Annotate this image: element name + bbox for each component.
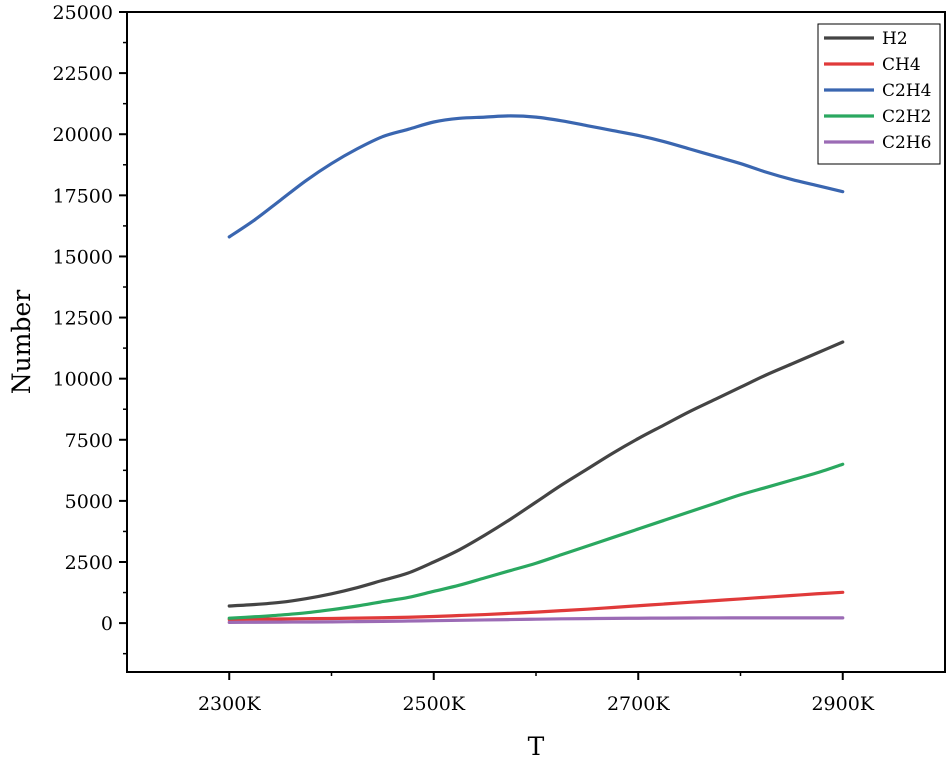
series-line-c2h6 [227,616,845,624]
series-line-c2h2 [227,462,845,620]
y-tick-label: 5000 [65,491,113,513]
legend-label-h2: H2 [882,29,908,49]
series-layer [227,114,845,624]
y-tick-label: 22500 [53,63,113,85]
x-tick-label: 2700K [607,693,670,715]
y-tick-label: 20000 [53,124,113,146]
series-line-c2h4 [227,114,845,239]
y-tick-label: 2500 [65,552,113,574]
y-tick-label: 7500 [65,430,113,452]
y-tick-label: 25000 [53,2,113,24]
series-line-h2 [227,340,845,608]
y-tick-label: 0 [101,613,113,635]
y-tick-label: 15000 [53,246,113,268]
legend-label-c2h4: C2H4 [882,81,931,101]
x-tick-label: 2300K [198,693,261,715]
legend-label-ch4: CH4 [882,55,921,75]
series-line-ch4 [227,590,845,622]
legend-label-c2h6: C2H6 [882,133,931,153]
y-axis-title: Number [7,290,36,394]
x-axis-title: T [528,732,545,761]
legend-label-c2h2: C2H2 [882,107,931,127]
ticks-layer: 0 2500 5000 7500 10000 12500 15000 17500 20000 22… [53,2,875,715]
x-tick-label: 2500K [402,693,465,715]
y-tick-label: 10000 [53,369,113,391]
axis-titles: T Number [7,290,545,761]
y-tick-label: 17500 [53,185,113,207]
x-tick-label: 2900K [811,693,874,715]
y-tick-label: 12500 [53,308,113,330]
legend: H2 CH4 C2H4 C2H2 C2H6 [817,23,941,165]
